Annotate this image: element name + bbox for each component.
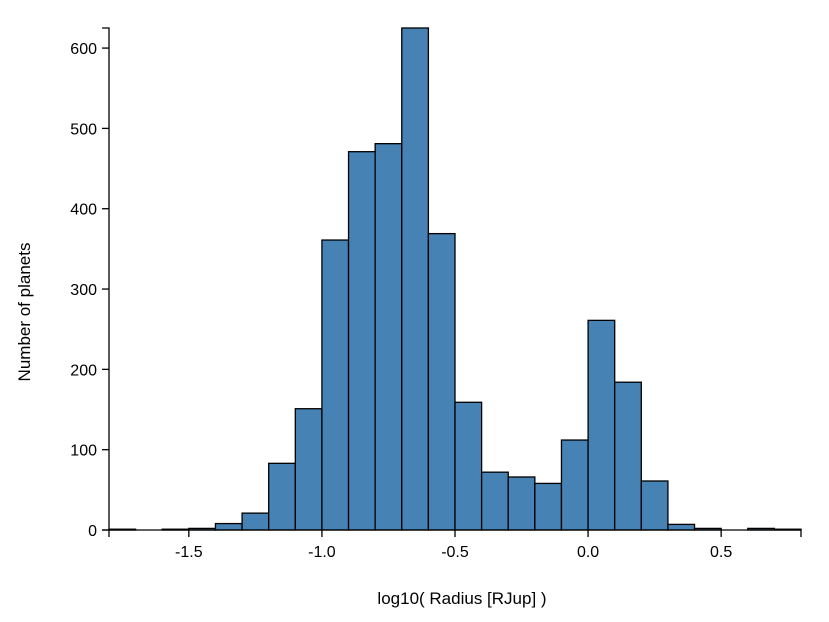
y-axis-title: Number of planets xyxy=(15,243,34,382)
y-tick-label: 500 xyxy=(70,121,97,138)
x-tick-label: -1.5 xyxy=(175,544,203,561)
y-tick-label: 200 xyxy=(70,362,97,379)
histogram-bar xyxy=(614,381,642,531)
histogram-bar xyxy=(321,239,350,531)
histogram-bar xyxy=(294,408,323,531)
bars-layer xyxy=(108,27,802,531)
histogram-bar xyxy=(427,232,456,531)
histogram-bar xyxy=(534,482,563,531)
y-axis-line xyxy=(102,27,110,531)
histogram-bar xyxy=(507,476,536,531)
histogram-bar xyxy=(401,27,430,531)
histogram-bar xyxy=(214,522,243,531)
x-tick-label: 0.0 xyxy=(577,544,599,561)
x-axis-title: log10( Radius [RJup] ) xyxy=(377,589,546,608)
histogram-bar xyxy=(587,319,616,531)
x-tick-label: -1.0 xyxy=(308,544,336,561)
histogram-bar xyxy=(480,471,509,531)
histogram-bar xyxy=(640,480,669,531)
y-tick-label: 300 xyxy=(70,282,97,299)
y-tick-label: 100 xyxy=(70,443,97,460)
histogram-bar xyxy=(374,143,403,531)
y-tick-label: 400 xyxy=(70,202,97,219)
histogram-bar xyxy=(560,439,589,531)
x-tick-label: 0.5 xyxy=(710,544,732,561)
histogram-bar xyxy=(667,523,696,531)
y-tick-label: 600 xyxy=(70,41,97,58)
y-axis-ticks: 0 100 200 300 400 500 600 xyxy=(70,41,109,540)
histogram-bar xyxy=(454,401,483,531)
histogram-bar xyxy=(241,512,270,531)
histogram-bar xyxy=(347,151,376,531)
x-tick-label: -0.5 xyxy=(441,544,469,561)
x-axis-ticks: -1.5 -1.0 -0.5 0.0 0.5 xyxy=(175,530,732,561)
y-tick-label: 0 xyxy=(88,523,97,540)
histogram-bar xyxy=(268,462,296,531)
